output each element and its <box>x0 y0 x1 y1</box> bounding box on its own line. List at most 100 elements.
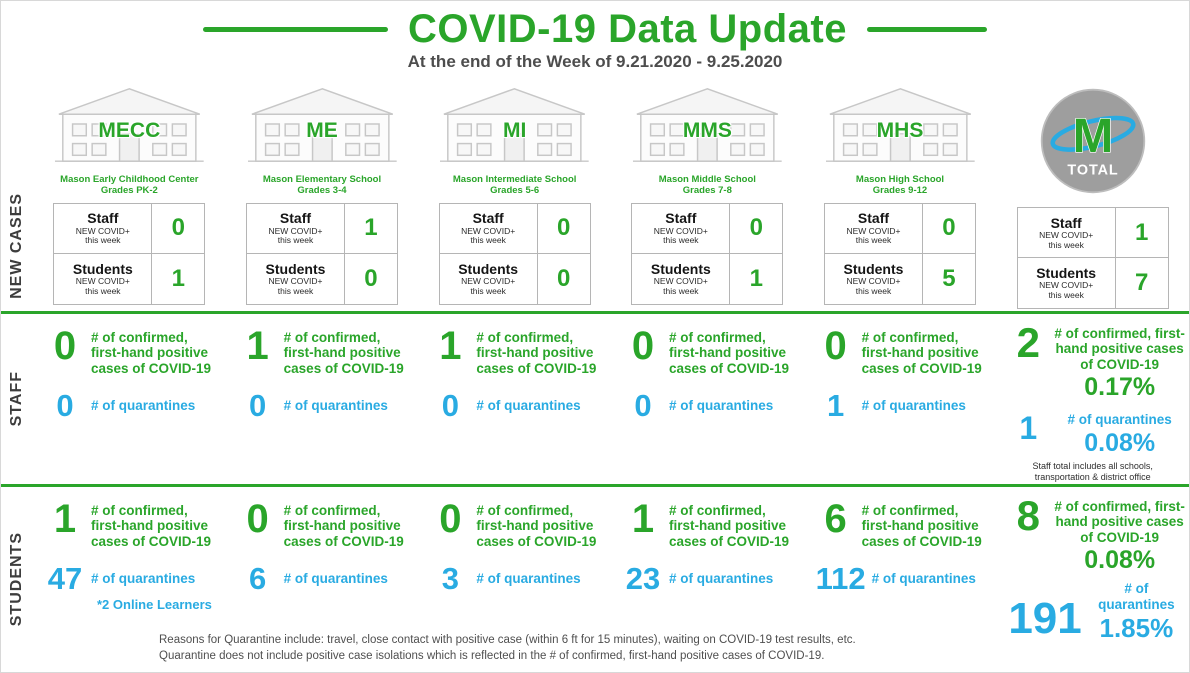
new-cases-side-label: NEW CASES <box>8 193 25 299</box>
this-week-label: this week <box>855 235 892 246</box>
students-confirmed-label: # of confirmed, first-hand positive case… <box>1054 499 1185 545</box>
staff-new-cases-value: 0 <box>942 214 956 242</box>
students-confirmed-label: # of confirmed, first-hand positive case… <box>861 503 982 549</box>
staff-quarantines-total-metric: 1 # of quarantines 0.08% <box>996 408 1189 455</box>
district-logo: M TOTAL <box>1040 88 1145 194</box>
staff-confirmed-label: # of confirmed, first-hand positive case… <box>91 330 212 376</box>
building-sketch-icon <box>247 88 397 162</box>
students-label: Students <box>72 260 133 277</box>
students-new-cases-row: Students NEW COVID+ this week 5 <box>825 253 975 304</box>
students-side-label: STUDENTS <box>8 531 25 627</box>
school-building-image: MHS <box>822 79 979 169</box>
students-quarantines-count: 47 <box>47 561 83 597</box>
new-covid-label: NEW COVID+ <box>653 225 708 236</box>
staff-new-cases-label: Staff NEW COVID+ this week <box>632 203 731 253</box>
school-abbr: MECC <box>98 118 161 142</box>
students-new-cases-row: Students NEW COVID+ this week 7 <box>1018 258 1168 308</box>
staff-confirmed-label: # of confirmed, first-hand positive case… <box>1054 326 1185 372</box>
staff-new-cases-value: 0 <box>556 214 571 242</box>
staff-new-cases-label: Staff NEW COVID+ this week <box>1018 208 1116 257</box>
new-covid-label: NEW COVID+ <box>1039 229 1094 240</box>
title-rule-left <box>203 26 388 32</box>
staff-metrics-mi: 1 # of confirmed, first-hand positive ca… <box>418 314 611 484</box>
staff-metrics-mms: 0 # of confirmed, first-hand positive ca… <box>611 314 804 484</box>
school-building-image: ME <box>244 79 401 169</box>
new-covid-label: NEW COVID+ <box>846 225 901 236</box>
students-confirmed-count: 1 <box>631 497 655 541</box>
staff-confirmed-label: # of confirmed, first-hand positive case… <box>476 330 597 376</box>
district-logo-box: M TOTAL <box>996 81 1189 201</box>
building-sketch-icon <box>825 88 975 162</box>
staff-confirmed-count: 1 <box>439 324 462 368</box>
staff-quarantines-label: # of quarantines <box>91 397 196 413</box>
footnote-line-2: Quarantine does not include positive cas… <box>159 650 825 663</box>
students-new-cases-label: Students NEW COVID+ this week <box>54 253 153 304</box>
students-new-cases-value: 1 <box>749 264 763 292</box>
staff-quarantines-count: 0 <box>634 388 652 424</box>
students-quarantines-percent: 1.85% <box>1099 612 1174 643</box>
students-quarantines-label: # of quarantines <box>871 570 976 586</box>
new-cases-table-total: Staff NEW COVID+ this week 1 Students NE… <box>1016 207 1169 309</box>
staff-quarantines-count: 1 <box>827 388 845 424</box>
school-name: Mason High School <box>855 174 945 185</box>
staff-metrics-total: 2 # of confirmed, first-hand positive ca… <box>996 314 1189 484</box>
staff-quarantines-count: 0 <box>56 388 74 424</box>
staff-confirmed-label: # of confirmed, first-hand positive case… <box>283 330 404 376</box>
new-covid-label: NEW COVID+ <box>461 276 516 287</box>
students-quarantines-total-metric: 191 # of quarantines 1.85% <box>996 577 1189 641</box>
footnote-line-1: Reasons for Quarantine include: travel, … <box>159 633 856 646</box>
new-cases-table: Staff NEW COVID+ this week 0 Students NE… <box>631 202 784 305</box>
header: COVID-19 Data Update At the end of the W… <box>1 1 1189 77</box>
staff-quarantines-metric: 0 # of quarantines <box>418 390 611 421</box>
staff-quarantines-metric: 0 # of quarantines <box>611 390 804 421</box>
students-new-cases-value: 0 <box>364 264 378 292</box>
staff-confirmed-metric: 0 # of confirmed, first-hand positive ca… <box>33 326 226 376</box>
school-abbr: MI <box>503 118 527 142</box>
students-confirmed-label: # of confirmed, first-hand positive case… <box>669 503 790 549</box>
school-column-me: ME Mason Elementary School Grades 3-4 St… <box>226 77 419 311</box>
staff-confirmed-total-count: 2 <box>1016 319 1040 366</box>
week-subtitle: At the end of the Week of 9.21.2020 - 9.… <box>407 52 783 71</box>
staff-new-cases-label: Staff NEW COVID+ this week <box>54 203 153 253</box>
students-metrics-total: 8 # of confirmed, first-hand positive ca… <box>996 487 1189 671</box>
logo-letter: M <box>1072 109 1112 163</box>
building-sketch-icon <box>440 88 590 162</box>
title-rule-right <box>866 26 987 32</box>
staff-section: STAFF 0 # of confirmed, first-hand posit… <box>1 314 1189 484</box>
staff-label: Staff <box>87 210 119 227</box>
building-sketch-icon <box>54 88 204 162</box>
staff-new-cases-label: Staff NEW COVID+ this week <box>440 203 538 253</box>
staff-new-cases-row: Staff NEW COVID+ this week 0 <box>632 203 783 254</box>
students-confirmed-metric: 0 # of confirmed, first-hand positive ca… <box>226 499 419 549</box>
staff-confirmed-metric: 1 # of confirmed, first-hand positive ca… <box>226 326 419 376</box>
students-new-cases-label: Students NEW COVID+ this week <box>247 253 345 304</box>
staff-confirmed-count: 1 <box>246 324 269 368</box>
students-new-cases-value: 0 <box>556 264 571 292</box>
this-week-label: this week <box>470 235 506 246</box>
new-covid-label: NEW COVID+ <box>1039 280 1094 291</box>
this-week-label: this week <box>85 235 121 246</box>
staff-confirmed-metric: 0 # of confirmed, first-hand positive ca… <box>611 326 804 376</box>
school-grades: Grades 7-8 <box>682 185 732 197</box>
staff-new-cases-label: Staff NEW COVID+ this week <box>247 203 345 253</box>
this-week-label: this week <box>277 235 314 246</box>
new-cases-table: Staff NEW COVID+ this week 0 Students NE… <box>53 202 206 305</box>
school-column-mhs: MHS Mason High School Grades 9-12 Staff … <box>804 77 997 311</box>
staff-quarantines-label: # of quarantines <box>476 397 581 413</box>
students-new-cases-label: Students NEW COVID+ this week <box>1018 258 1116 308</box>
school-building-image: MMS <box>629 79 786 169</box>
students-quarantines-count: 23 <box>625 561 661 597</box>
staff-metrics-mhs: 0 # of confirmed, first-hand positive ca… <box>804 314 997 484</box>
students-section: STUDENTS 1 # of confirmed, first-hand po… <box>1 487 1189 671</box>
school-grades: Grades 3-4 <box>297 185 347 197</box>
staff-confirmed-metric: 0 # of confirmed, first-hand positive ca… <box>804 326 997 376</box>
students-new-cases-label: Students NEW COVID+ this week <box>825 253 923 304</box>
staff-quarantines-percent: 0.08% <box>1084 428 1156 457</box>
students-new-cases-row: Students NEW COVID+ this week 1 <box>632 253 782 304</box>
staff-confirmed-total-metric: 2 # of confirmed, first-hand positive ca… <box>996 319 1189 400</box>
staff-quarantines-count: 0 <box>249 388 267 424</box>
students-metrics-mi: 0 # of confirmed, first-hand positive ca… <box>418 487 611 671</box>
students-quarantines-count: 6 <box>249 561 267 597</box>
staff-quarantines-total-count: 1 <box>1019 410 1038 447</box>
staff-new-cases-row: Staff NEW COVID+ this week 1 <box>246 203 397 254</box>
